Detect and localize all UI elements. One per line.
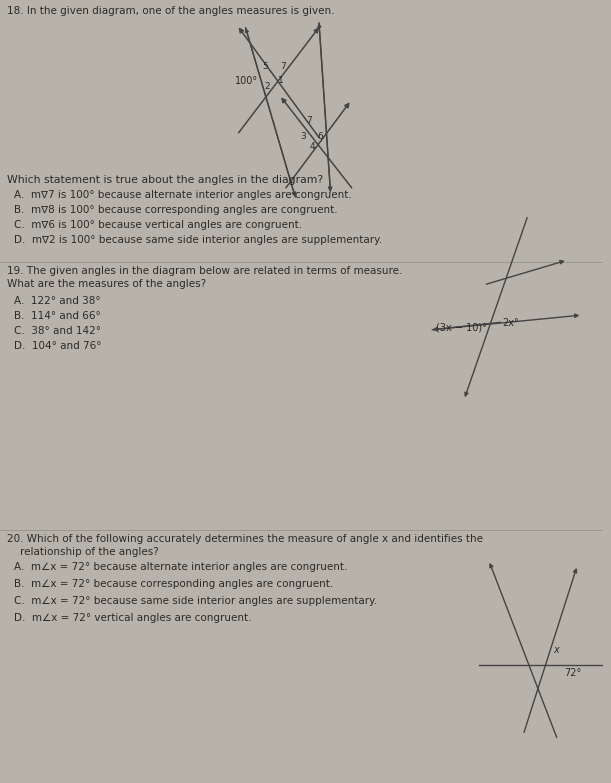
Text: What are the measures of the angles?: What are the measures of the angles? bbox=[7, 279, 206, 289]
Text: 1: 1 bbox=[279, 76, 284, 85]
Text: 6: 6 bbox=[318, 132, 324, 141]
Text: relationship of the angles?: relationship of the angles? bbox=[7, 547, 159, 557]
Text: C.  m∇6 is 100° because vertical angles are congruent.: C. m∇6 is 100° because vertical angles a… bbox=[14, 220, 302, 230]
Text: C.  m∠x = 72° because same side interior angles are supplementary.: C. m∠x = 72° because same side interior … bbox=[14, 596, 377, 606]
Text: 2x°: 2x° bbox=[502, 318, 519, 328]
Text: D.  m∇2 is 100° because same side interior angles are supplementary.: D. m∇2 is 100° because same side interio… bbox=[14, 235, 382, 245]
Text: A.  122° and 38°: A. 122° and 38° bbox=[14, 296, 100, 306]
Text: Which statement is true about the angles in the diagram?: Which statement is true about the angles… bbox=[7, 175, 323, 185]
Text: 2: 2 bbox=[265, 82, 270, 91]
Text: 7: 7 bbox=[306, 116, 312, 125]
Text: B.  m∇8 is 100° because corresponding angles are congruent.: B. m∇8 is 100° because corresponding ang… bbox=[14, 205, 337, 215]
Text: 100°: 100° bbox=[235, 76, 258, 86]
Text: 18. In the given diagram, one of the angles measures is given.: 18. In the given diagram, one of the ang… bbox=[7, 6, 334, 16]
Text: B.  114° and 66°: B. 114° and 66° bbox=[14, 311, 101, 321]
Text: 20. Which of the following accurately determines the measure of angle x and iden: 20. Which of the following accurately de… bbox=[7, 534, 483, 544]
Text: 7: 7 bbox=[280, 62, 286, 71]
Text: x: x bbox=[553, 645, 558, 655]
Text: 72°: 72° bbox=[565, 668, 582, 678]
Text: A.  m∠x = 72° because alternate interior angles are congruent.: A. m∠x = 72° because alternate interior … bbox=[14, 562, 347, 572]
Text: 19. The given angles in the diagram below are related in terms of measure.: 19. The given angles in the diagram belo… bbox=[7, 266, 402, 276]
Text: (3x − 10)°: (3x − 10)° bbox=[436, 322, 487, 332]
Text: C.  38° and 142°: C. 38° and 142° bbox=[14, 326, 101, 336]
Text: A.  m∇7 is 100° because alternate interior angles are congruent.: A. m∇7 is 100° because alternate interio… bbox=[14, 190, 351, 200]
Text: 4: 4 bbox=[310, 142, 315, 151]
Text: 3: 3 bbox=[300, 132, 306, 141]
Text: B.  m∠x = 72° because corresponding angles are congruent.: B. m∠x = 72° because corresponding angle… bbox=[14, 579, 333, 589]
Text: D.  m∠x = 72° vertical angles are congruent.: D. m∠x = 72° vertical angles are congrue… bbox=[14, 613, 251, 623]
Text: D.  104° and 76°: D. 104° and 76° bbox=[14, 341, 101, 351]
Text: 5: 5 bbox=[263, 62, 268, 71]
